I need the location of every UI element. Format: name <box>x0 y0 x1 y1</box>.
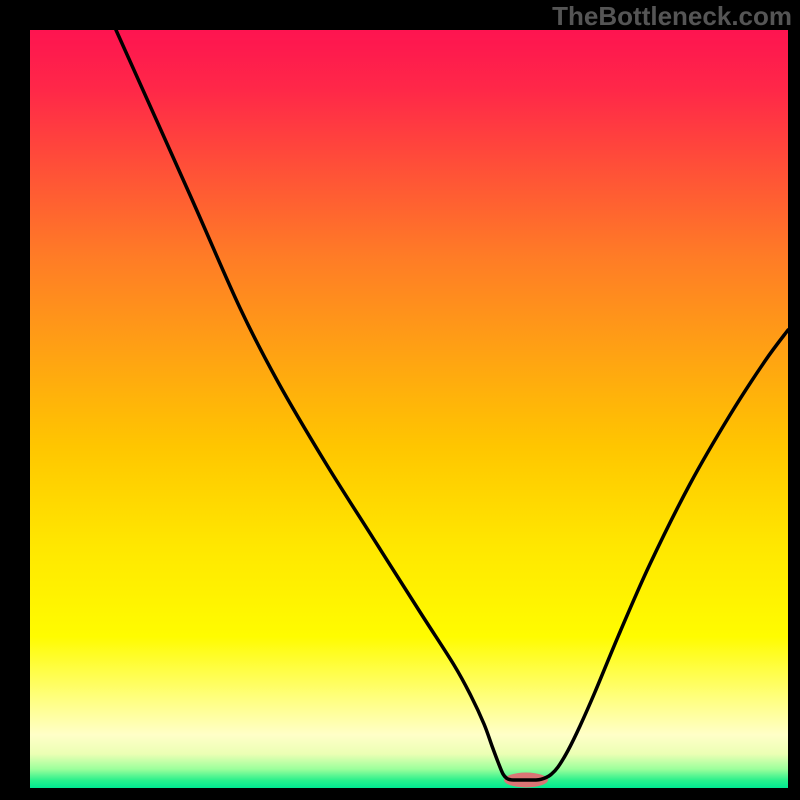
watermark-text: TheBottleneck.com <box>552 1 792 32</box>
gradient-background <box>30 30 788 788</box>
bottleneck-chart <box>30 30 788 788</box>
